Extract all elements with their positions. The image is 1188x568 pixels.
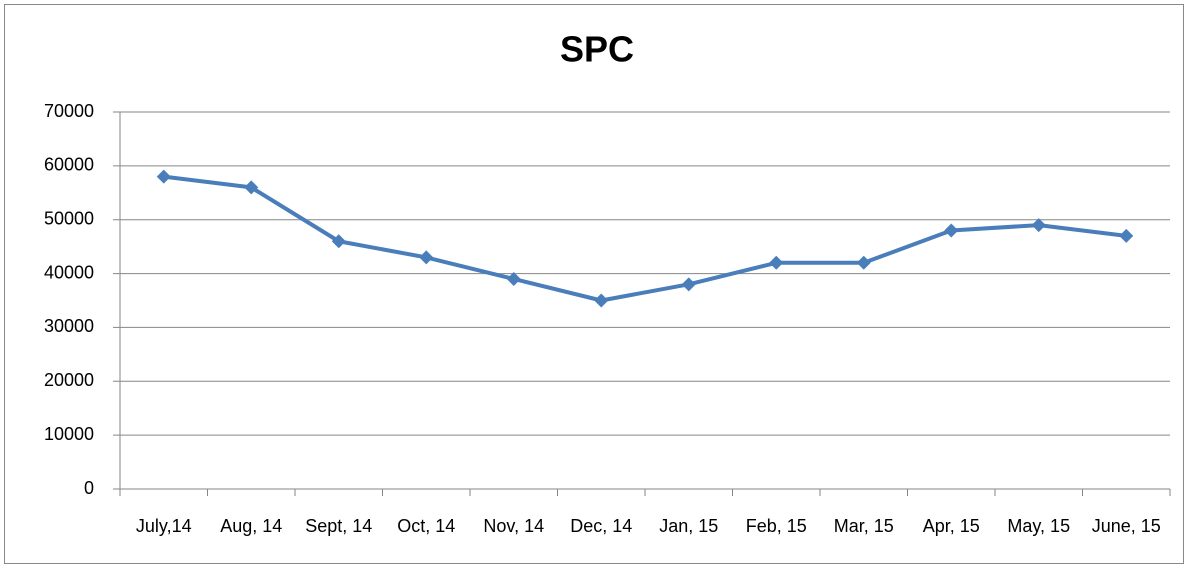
point-marker <box>944 223 959 238</box>
point-marker <box>419 250 434 265</box>
y-tick-label: 0 <box>84 478 94 498</box>
y-tick-label: 50000 <box>44 208 94 228</box>
x-tick-label: Sept, 14 <box>305 516 372 536</box>
x-tick-label: Apr, 15 <box>923 516 980 536</box>
x-tick-label: Oct, 14 <box>397 516 455 536</box>
y-tick-label: 70000 <box>44 101 94 121</box>
point-marker <box>1031 218 1046 233</box>
x-tick-label: Mar, 15 <box>834 516 894 536</box>
point-marker <box>331 234 346 249</box>
y-tick-label: 30000 <box>44 316 94 336</box>
point-marker <box>769 255 784 270</box>
x-tick-label: June, 15 <box>1092 516 1161 536</box>
y-tick-label: 10000 <box>44 424 94 444</box>
chart-border <box>4 4 1184 564</box>
y-tick-label: 60000 <box>44 155 94 175</box>
x-tick-label: Dec, 14 <box>570 516 632 536</box>
point-marker <box>594 293 609 308</box>
point-marker <box>244 180 259 195</box>
point-marker <box>1119 228 1134 243</box>
x-tick-label: July,14 <box>136 516 192 536</box>
chart-title: SPC <box>560 29 634 70</box>
point-marker <box>681 277 696 292</box>
point-marker <box>156 169 171 184</box>
x-tick-label: May, 15 <box>1007 516 1070 536</box>
x-tick-label: Jan, 15 <box>659 516 718 536</box>
point-marker <box>856 255 871 270</box>
series-line <box>163 174 1127 303</box>
x-tick-label: Nov, 14 <box>483 516 544 536</box>
x-tick-label: Aug, 14 <box>220 516 282 536</box>
y-tick-label: 40000 <box>44 262 94 282</box>
point-marker <box>506 271 521 286</box>
x-tick-label: Feb, 15 <box>746 516 807 536</box>
y-tick-label: 20000 <box>44 370 94 390</box>
